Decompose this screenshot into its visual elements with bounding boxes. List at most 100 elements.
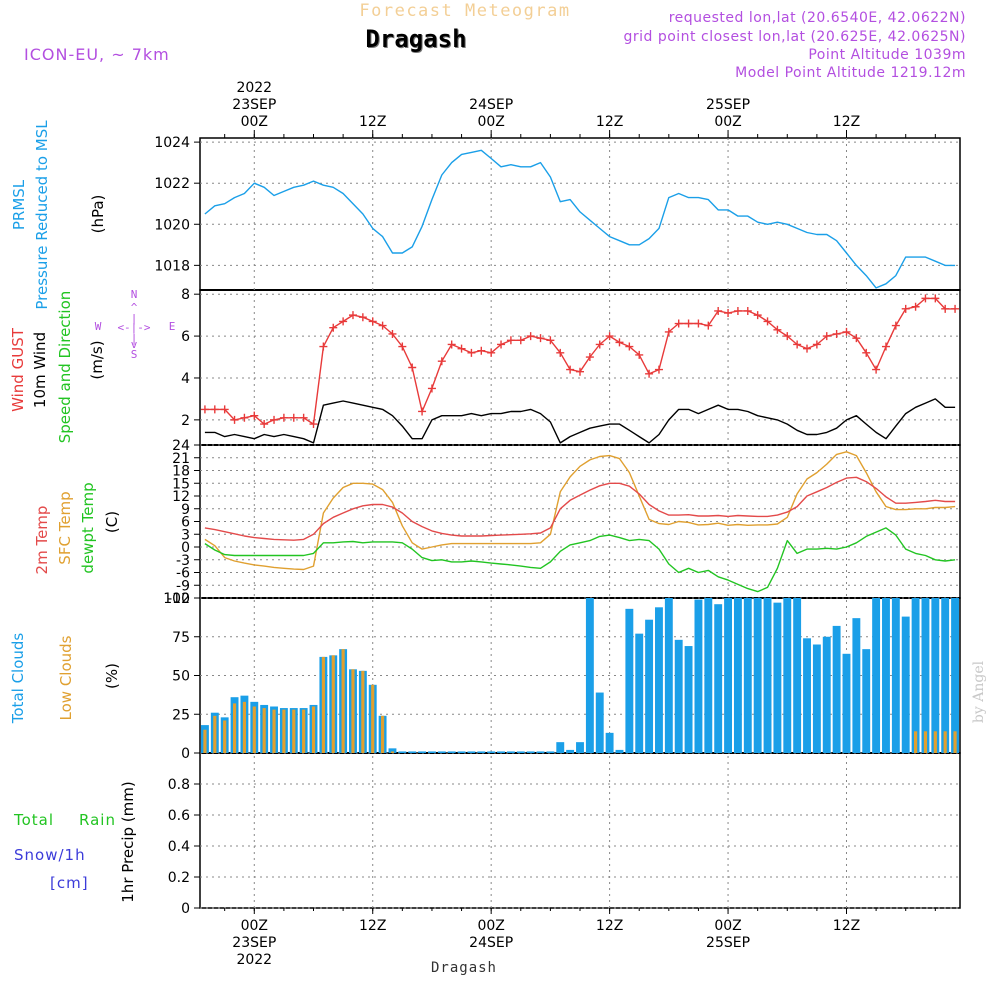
- y-tick-label: -12: [167, 591, 190, 607]
- wind-gust-line: [204, 297, 956, 425]
- wind-gust-point: [477, 346, 486, 355]
- low-clouds-bar: [311, 706, 316, 753]
- chart-marks: [200, 149, 960, 753]
- y-tick-label: 0: [181, 540, 190, 556]
- total-clouds-bar: [457, 751, 466, 753]
- total-clouds-bar: [901, 616, 910, 753]
- prmsl-label: PRMSL: [10, 179, 28, 230]
- footer-station: Dragash: [431, 960, 497, 976]
- wind-gust-point: [437, 357, 446, 366]
- station-title: Dragash: [365, 25, 466, 53]
- wind-gust-point: [842, 327, 851, 336]
- compass-s: S: [131, 348, 138, 361]
- total-clouds-bar: [803, 638, 811, 753]
- wind-gust-point: [704, 321, 713, 330]
- total-clouds-bar: [536, 751, 545, 753]
- wind-gust-point: [891, 321, 900, 330]
- low-clouds-bar: [232, 703, 237, 753]
- wind-gust-point: [733, 306, 742, 315]
- y-tick-label: -6: [176, 566, 190, 582]
- y-tick-label: -9: [176, 578, 190, 594]
- y-tick-label: 3: [181, 527, 190, 543]
- low-clouds-bar: [361, 670, 365, 753]
- total-clouds-bar: [951, 598, 960, 753]
- wind-gust-point: [654, 365, 663, 374]
- total-clouds-bar: [832, 625, 841, 753]
- wind-gust-point: [378, 321, 387, 330]
- wind-gust-point: [694, 319, 703, 328]
- wind-gust-point: [911, 302, 920, 311]
- compass-w: W: [95, 320, 102, 333]
- bottom-time-label: 12Z: [596, 918, 623, 934]
- bottom-time-label: 23SEP: [232, 935, 276, 951]
- total-clouds-bar: [418, 751, 427, 753]
- total-clouds-bar: [516, 751, 525, 753]
- y-tick-label: 0: [181, 746, 190, 762]
- wind-gust-point: [566, 365, 575, 374]
- bottom-time-label: 25SEP: [706, 935, 750, 951]
- wind-gust-point: [615, 338, 624, 347]
- wind-gust-point: [872, 365, 881, 374]
- low-clouds-bar: [390, 751, 395, 753]
- low-clouds-bar: [203, 729, 207, 753]
- pressure-msl-label: Pressure Reduced to MSL: [33, 120, 51, 310]
- point-altitude: Point Altitude 1039m: [808, 47, 966, 63]
- wind-gust-point: [674, 319, 683, 328]
- total-clouds-bar: [941, 598, 950, 753]
- wind-gust-point: [951, 304, 960, 313]
- total-clouds-bar: [812, 644, 821, 753]
- total-clouds-bar: [595, 692, 604, 753]
- low-clouds-bar: [302, 709, 306, 753]
- bottom-time-label: 12Z: [833, 918, 860, 934]
- wind-gust-point: [546, 336, 555, 345]
- bottom-time-label: 24SEP: [469, 935, 513, 951]
- dewpoint-line: [204, 527, 956, 593]
- grid-location: grid point closest lon,lat (20.625E, 42.…: [623, 29, 966, 45]
- total-clouds-bar: [872, 598, 881, 753]
- wind-gust-point: [299, 413, 308, 422]
- y-tick-label: 0.4: [168, 839, 190, 855]
- wind-gust-point: [645, 369, 654, 378]
- wind-gust-point: [526, 332, 535, 341]
- wind-gust-point: [427, 384, 436, 393]
- total-clouds-bar: [664, 598, 673, 753]
- wind-gust-point: [279, 413, 288, 422]
- top-time-label: 2022: [236, 80, 272, 96]
- wind-gust-point: [309, 420, 318, 429]
- wind-gust-point: [941, 304, 950, 313]
- wind-gust-point: [763, 317, 772, 326]
- wind-10m-label: 10m Wind: [31, 332, 49, 408]
- y-tick-label: 1020: [154, 217, 190, 233]
- y-tick-label: -3: [176, 553, 190, 569]
- total-clouds-bar: [576, 742, 584, 753]
- total-clouds-bar: [753, 598, 762, 753]
- low-clouds-label: Low Clouds: [57, 635, 75, 720]
- total-clouds-bar: [694, 599, 703, 753]
- sfc-temp-label: SFC Temp: [56, 491, 74, 564]
- wind-gust-point: [852, 334, 861, 343]
- low-clouds-bar: [914, 731, 918, 753]
- wind-gust-point: [339, 317, 348, 326]
- wind-gust-point: [536, 334, 545, 343]
- wind-gust-point: [684, 319, 693, 328]
- wind-gust-point: [595, 340, 604, 349]
- total-clouds-bar: [655, 607, 663, 753]
- low-clouds-bar: [262, 708, 266, 753]
- wind-gust-point: [793, 340, 802, 349]
- low-clouds-bar: [252, 706, 256, 753]
- wind-gust-point: [931, 294, 940, 303]
- dewpt-label: dewpt Temp: [79, 482, 97, 573]
- total-clouds-bar: [921, 598, 930, 753]
- pressure-unit: (hPa): [89, 195, 107, 234]
- wind-gust-point: [467, 348, 476, 357]
- wind-gust-point: [497, 340, 506, 349]
- y-tick-label: 50: [172, 669, 190, 685]
- y-tick-label: 25: [172, 707, 190, 723]
- top-time-label: 00Z: [714, 114, 741, 130]
- bottom-time-label: 00Z: [714, 918, 741, 934]
- wind-gust-point: [783, 332, 792, 341]
- wind-gust-point: [516, 336, 525, 345]
- y-tick-label: 0.2: [168, 870, 190, 886]
- total-clouds-bar: [566, 749, 575, 753]
- total-clouds-bar: [477, 751, 486, 753]
